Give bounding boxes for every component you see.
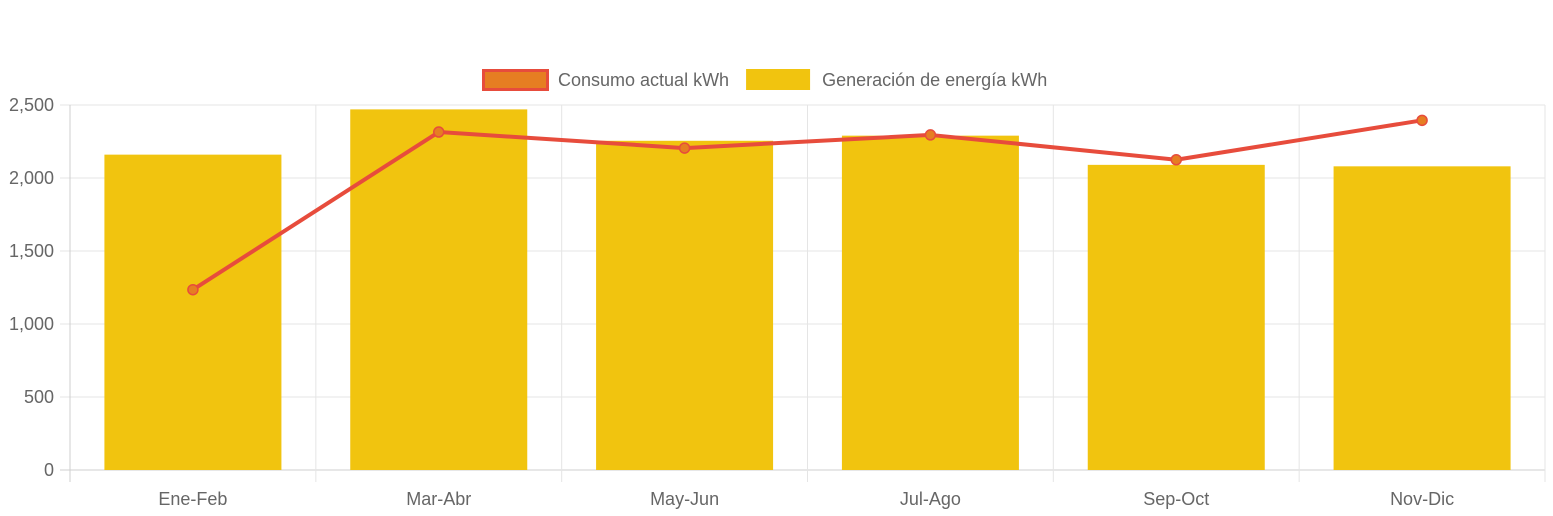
y-tick-label: 1,000 — [9, 314, 54, 334]
legend[interactable]: Consumo actual kWh Generación de energía … — [484, 69, 1048, 90]
line-point-sep-oct[interactable] — [1171, 155, 1181, 165]
bar-may-jun[interactable] — [596, 141, 773, 470]
bar-mar-abr[interactable] — [350, 109, 527, 470]
legend-swatch — [484, 71, 548, 90]
bar-ene-feb[interactable] — [104, 155, 281, 470]
x-tick-label: Sep-Oct — [1143, 489, 1209, 509]
bar-nov-dic[interactable] — [1334, 166, 1511, 470]
y-tick-label: 1,500 — [9, 241, 54, 261]
line-point-jul-ago[interactable] — [925, 130, 935, 140]
legend-item[interactable]: Generación de energía kWh — [746, 69, 1047, 90]
legend-item[interactable]: Consumo actual kWh — [484, 70, 730, 90]
grid — [60, 105, 1545, 482]
legend-label: Generación de energía kWh — [822, 70, 1047, 90]
y-tick-label: 500 — [24, 387, 54, 407]
legend-swatch — [746, 69, 810, 90]
line-point-may-jun[interactable] — [680, 143, 690, 153]
line-point-mar-abr[interactable] — [434, 127, 444, 137]
line-point-nov-dic[interactable] — [1417, 115, 1427, 125]
x-tick-label: Jul-Ago — [900, 489, 961, 509]
x-tick-label: Ene-Feb — [158, 489, 227, 509]
bar-jul-ago[interactable] — [842, 136, 1019, 470]
x-tick-label: Nov-Dic — [1390, 489, 1454, 509]
y-tick-label: 2,000 — [9, 168, 54, 188]
bar-sep-oct[interactable] — [1088, 165, 1265, 470]
y-tick-label: 0 — [44, 460, 54, 480]
y-tick-label: 2,500 — [9, 95, 54, 115]
x-tick-label: May-Jun — [650, 489, 719, 509]
line-point-ene-feb[interactable] — [188, 285, 198, 295]
legend-label: Consumo actual kWh — [558, 70, 729, 90]
x-tick-label: Mar-Abr — [406, 489, 471, 509]
